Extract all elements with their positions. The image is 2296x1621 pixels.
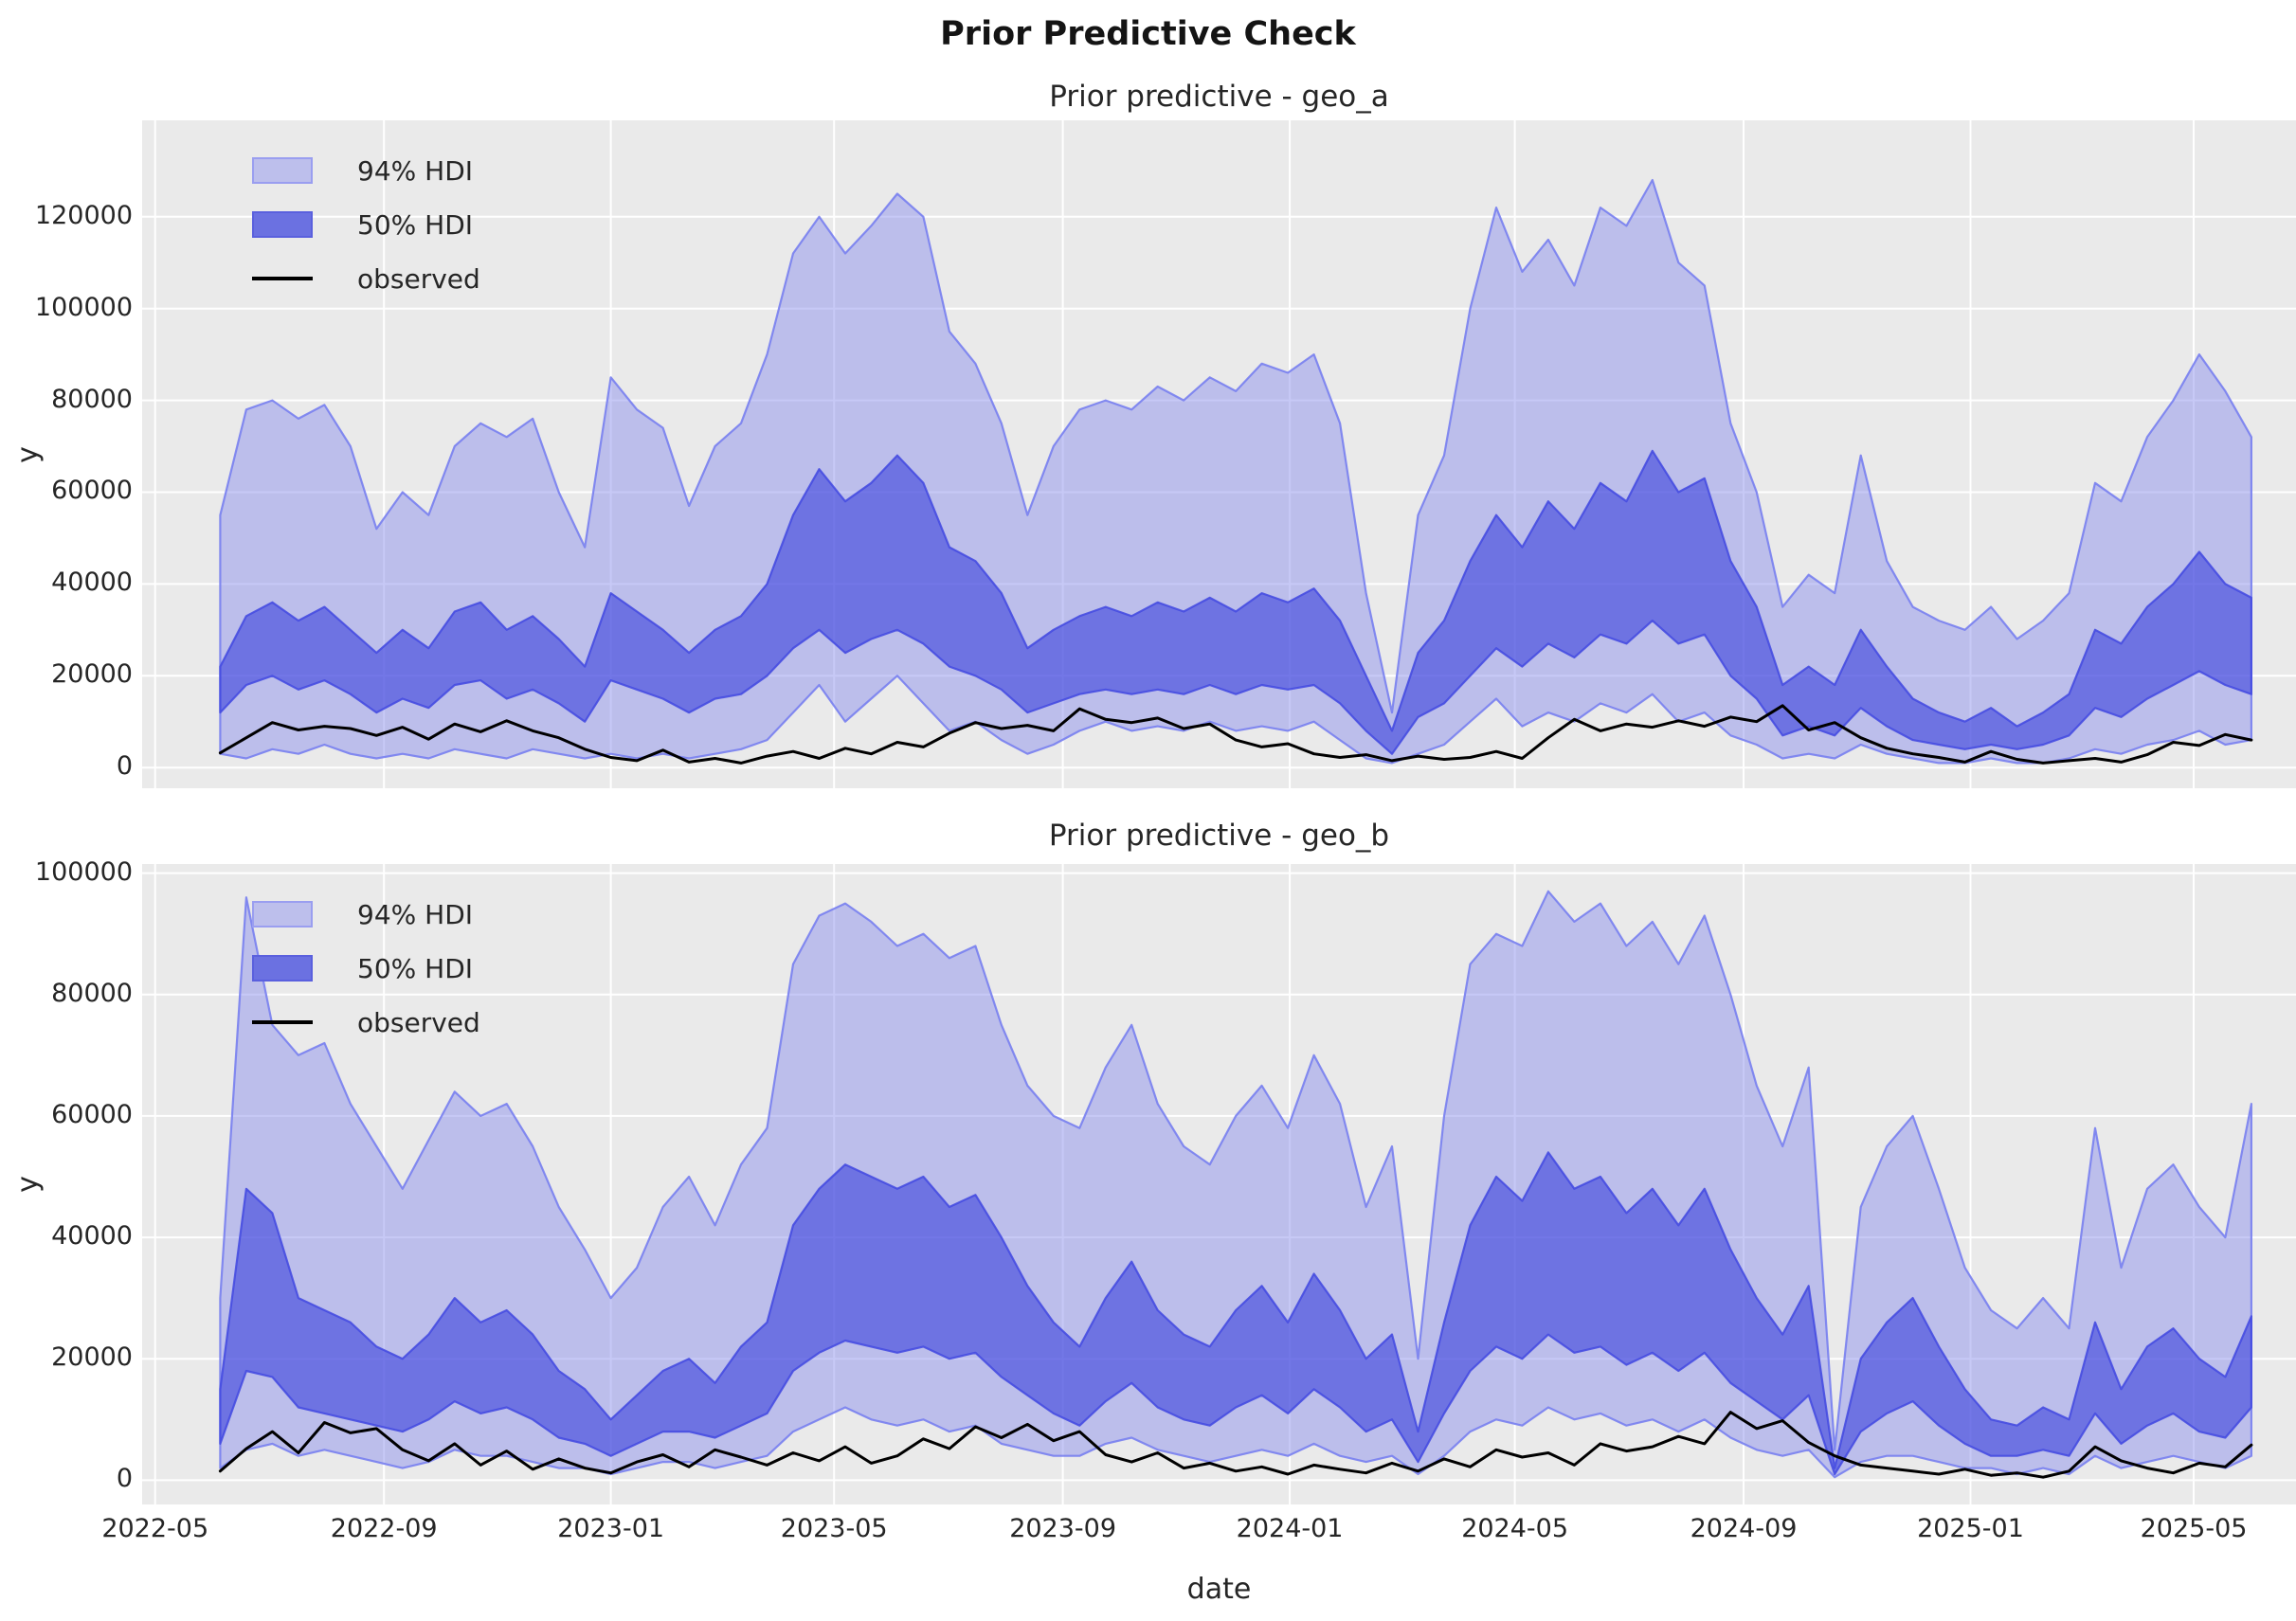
x-tick-label: 2024-09	[1690, 1514, 1798, 1543]
legend-label: 94% HDI	[357, 898, 474, 930]
x-tick-label: 2024-01	[1236, 1514, 1344, 1543]
legend-item-50-hdi: 50% HDI	[252, 208, 473, 241]
legend-label: observed	[357, 1006, 480, 1038]
observed-line	[218, 1411, 2253, 1479]
x-tick-label: 2025-05	[2140, 1514, 2248, 1543]
y-tick-label: 80000	[51, 384, 133, 414]
y-tick-label: 0	[116, 751, 133, 782]
legend-label: 50% HDI	[357, 208, 474, 241]
chart-svg-geo-a	[142, 120, 2296, 788]
x-tick-label: 2023-09	[1009, 1514, 1117, 1543]
y-axis-label-geo-a: y	[11, 446, 45, 463]
legend-item-observed: observed	[252, 262, 480, 295]
y-tick-label: 20000	[51, 659, 133, 690]
x-axis-label: date	[1186, 1573, 1252, 1606]
x-tick-label: 2022-09	[330, 1514, 438, 1543]
legend-item-94-hdi: 94% HDI	[252, 898, 473, 930]
observed-line	[218, 704, 2253, 765]
observed-line-legend-swatch	[252, 1020, 313, 1024]
hdi50-legend-swatch	[252, 955, 313, 982]
legend-label: 50% HDI	[357, 952, 474, 984]
legend-label: observed	[357, 262, 480, 295]
hdi-50-band	[219, 1151, 2252, 1476]
subplot-title-geo-a: Prior predictive - geo_a	[1049, 80, 1389, 114]
chart-svg-geo-b	[142, 864, 2296, 1504]
y-tick-label: 100000	[34, 856, 133, 887]
y-tick-label: 40000	[51, 1221, 133, 1252]
x-tick-label: 2024-05	[1461, 1514, 1568, 1543]
plot-panel-geo-b: 94% HDI 50% HDI observed	[142, 864, 2296, 1504]
legend-item-observed: observed	[252, 1006, 480, 1038]
y-axis-label-geo-b: y	[11, 1176, 45, 1193]
legend-label: 94% HDI	[357, 154, 474, 187]
y-tick-label: 120000	[34, 200, 133, 230]
y-tick-label: 40000	[51, 567, 133, 598]
hdi94-legend-swatch	[252, 157, 313, 184]
legend-item-50-hdi: 50% HDI	[252, 952, 473, 984]
y-tick-label: 60000	[51, 1099, 133, 1129]
x-tick-label: 2023-05	[780, 1514, 888, 1543]
y-tick-label: 80000	[51, 978, 133, 1008]
hdi-50-band	[219, 449, 2252, 755]
y-tick-label: 20000	[51, 1342, 133, 1373]
x-tick-label: 2022-05	[101, 1514, 209, 1543]
x-tick-label: 2025-01	[1917, 1514, 2024, 1543]
x-tick-label: 2023-01	[557, 1514, 665, 1543]
figure-title: Prior Predictive Check	[940, 15, 1356, 53]
y-tick-label: 60000	[51, 476, 133, 506]
plot-panel-geo-a: 94% HDI 50% HDI observed	[142, 120, 2296, 788]
subplot-title-geo-b: Prior predictive - geo_b	[1048, 819, 1390, 853]
y-tick-label: 0	[116, 1464, 133, 1494]
hdi94-legend-swatch	[252, 901, 313, 928]
hdi50-legend-swatch	[252, 211, 313, 238]
legend-item-94-hdi: 94% HDI	[252, 154, 473, 187]
observed-line-legend-swatch	[252, 277, 313, 280]
y-tick-label: 100000	[34, 292, 133, 322]
